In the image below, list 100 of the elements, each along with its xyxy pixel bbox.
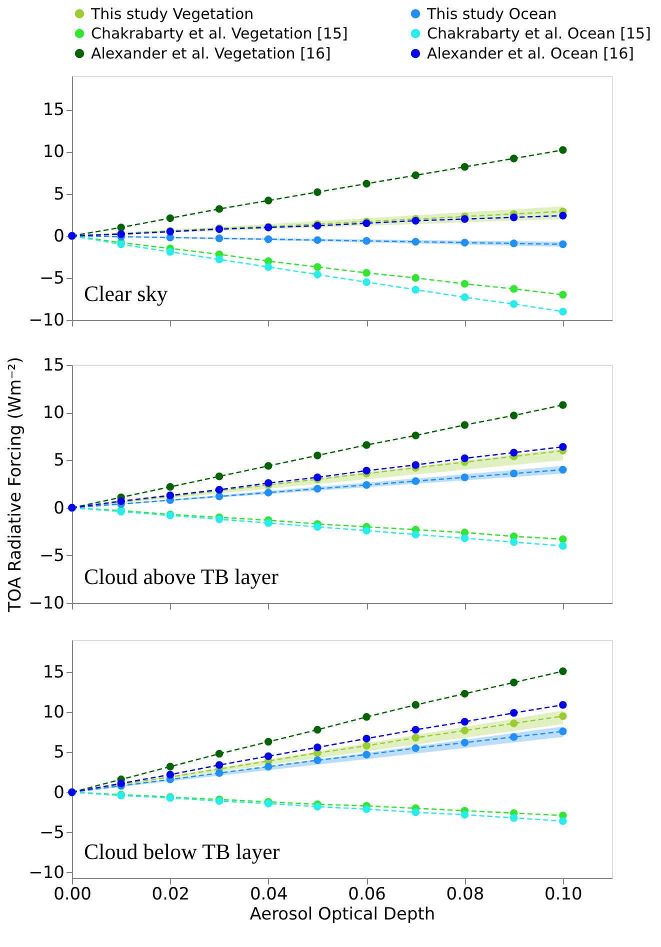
point (510, 154, 518, 162)
point (510, 240, 518, 248)
legend-label: Alexander et al. Vegetation [16] (91, 44, 331, 62)
point (412, 530, 420, 538)
point (412, 461, 420, 469)
y-tick-label: 0 (54, 498, 64, 518)
point (559, 542, 567, 550)
point (117, 224, 125, 232)
point (264, 196, 272, 204)
point (460, 690, 469, 698)
point (362, 742, 370, 750)
y-tick-label: 5 (54, 742, 64, 763)
y-tick-label: −10 (28, 862, 64, 883)
point (559, 727, 567, 736)
point (166, 248, 174, 256)
point (166, 770, 174, 778)
point (215, 769, 224, 777)
point (510, 300, 518, 308)
legend-label: Alexander et al. Ocean [16] (427, 44, 634, 62)
y-tick-label: 10 (42, 142, 64, 162)
point (460, 738, 469, 746)
point (412, 286, 420, 294)
point (559, 240, 567, 248)
point (460, 421, 469, 429)
point (460, 718, 469, 726)
point (215, 761, 224, 769)
point (314, 522, 322, 531)
point (166, 482, 174, 491)
point (215, 205, 224, 213)
point (559, 401, 567, 409)
point (510, 719, 518, 728)
point (559, 535, 567, 544)
y-tick-label: −5 (39, 822, 64, 843)
point (362, 526, 370, 535)
point (362, 269, 370, 277)
point (510, 448, 518, 456)
point (264, 752, 272, 760)
annotation: Cloud below TB layer (84, 839, 280, 864)
point (559, 290, 567, 299)
point (510, 213, 518, 222)
point (559, 667, 567, 676)
legend-label: This study Ocean (426, 4, 557, 23)
y-tick-label: −5 (39, 268, 64, 288)
point (314, 802, 322, 811)
point (460, 293, 469, 302)
point (362, 805, 370, 813)
point (264, 519, 272, 527)
point (412, 477, 420, 486)
point (314, 484, 322, 493)
point (215, 472, 224, 480)
x-tick-label: 0.10 (544, 884, 582, 904)
y-axis-title: TOA Radiative Forcing (Wm⁻²) (6, 356, 26, 614)
point (460, 215, 469, 223)
point (362, 180, 370, 188)
point (314, 270, 322, 278)
point (559, 466, 567, 474)
legend-label: Chakrabarty et al. Vegetation [15] (91, 24, 348, 42)
point (510, 412, 518, 420)
y-tick-label: 10 (42, 702, 64, 723)
x-tick-label: 0.02 (152, 884, 190, 904)
annotation: Clear sky (84, 281, 168, 306)
point (362, 237, 370, 245)
point (264, 762, 272, 770)
point (412, 274, 420, 282)
point (460, 810, 469, 819)
point (314, 726, 322, 734)
point (510, 733, 518, 741)
point (412, 744, 420, 752)
point (314, 188, 322, 196)
point (215, 750, 224, 758)
point (559, 443, 567, 451)
y-tick-label: −10 (28, 310, 64, 330)
point (362, 481, 370, 489)
point (510, 678, 518, 686)
point (166, 762, 174, 770)
point (510, 285, 518, 293)
point (412, 171, 420, 180)
point (362, 713, 370, 721)
x-tick-label: 0.00 (54, 884, 92, 904)
point (166, 214, 174, 222)
point (362, 750, 370, 758)
legend-label: This study Vegetation (90, 4, 254, 23)
point (314, 263, 322, 271)
point (362, 441, 370, 449)
point (215, 492, 224, 500)
point (412, 238, 420, 246)
y-tick-label: 15 (42, 356, 64, 376)
point (362, 466, 370, 475)
point (510, 538, 518, 546)
y-tick-label: 15 (42, 662, 64, 683)
point (559, 817, 567, 825)
y-tick-label: −5 (39, 546, 64, 566)
y-tick-label: 15 (42, 100, 64, 120)
point (362, 278, 370, 286)
point (510, 470, 518, 478)
point (264, 462, 272, 470)
point (559, 308, 567, 316)
y-tick-label: 0 (54, 782, 64, 803)
point (264, 738, 272, 746)
y-tick-label: −10 (28, 594, 64, 614)
